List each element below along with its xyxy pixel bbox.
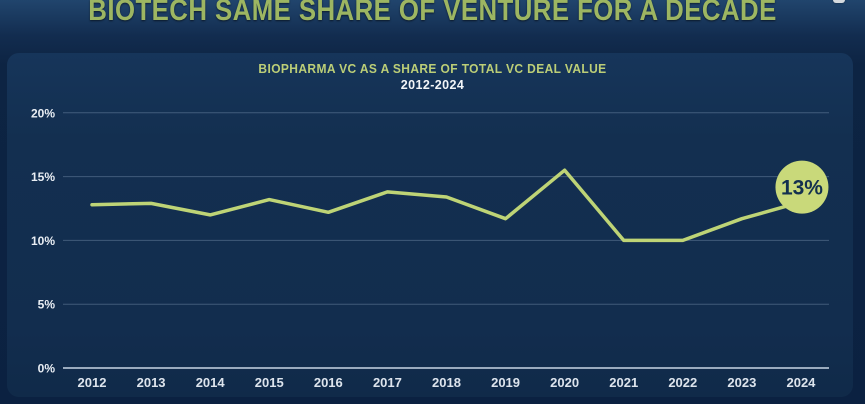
end-value-label: 13% (781, 177, 823, 200)
y-axis-tick-label: 10% (31, 234, 55, 248)
x-axis-tick-label: 2014 (196, 375, 226, 390)
page-title: BIOTECH SAME SHARE OF VENTURE FOR A DECA… (88, 0, 777, 27)
chart-panel (7, 53, 853, 397)
chart-title: BIOPHARMA VC AS A SHARE OF TOTAL VC DEAL… (258, 62, 607, 76)
x-axis-tick-label: 2016 (314, 375, 343, 390)
x-axis-tick-label: 2024 (786, 375, 816, 390)
x-axis-tick-label: 2019 (491, 375, 520, 390)
y-axis-tick-label: 0% (38, 362, 56, 376)
data-line (90, 168, 803, 243)
x-axis-tick-label: 2021 (609, 375, 638, 390)
x-axis-tick-label: 2018 (432, 375, 461, 390)
y-axis-tick-label: 15% (31, 170, 55, 184)
x-axis-tick-label: 2015 (255, 375, 284, 390)
x-axis-tick-label: 2013 (137, 375, 166, 390)
x-axis-tick-label: 2012 (78, 375, 107, 390)
x-axis-tick-label: 2023 (727, 375, 756, 390)
chart-subtitle: 2012-2024 (400, 78, 465, 92)
x-axis-tick-label: 2020 (550, 375, 579, 390)
y-axis-tick-label: 5% (38, 298, 56, 312)
end-value-badge (775, 160, 829, 214)
x-axis-tick-label: 2017 (373, 375, 402, 390)
cursor-fragment-icon (833, 0, 845, 3)
y-axis-tick-label: 20% (31, 106, 55, 120)
x-axis-tick-label: 2022 (668, 375, 697, 390)
